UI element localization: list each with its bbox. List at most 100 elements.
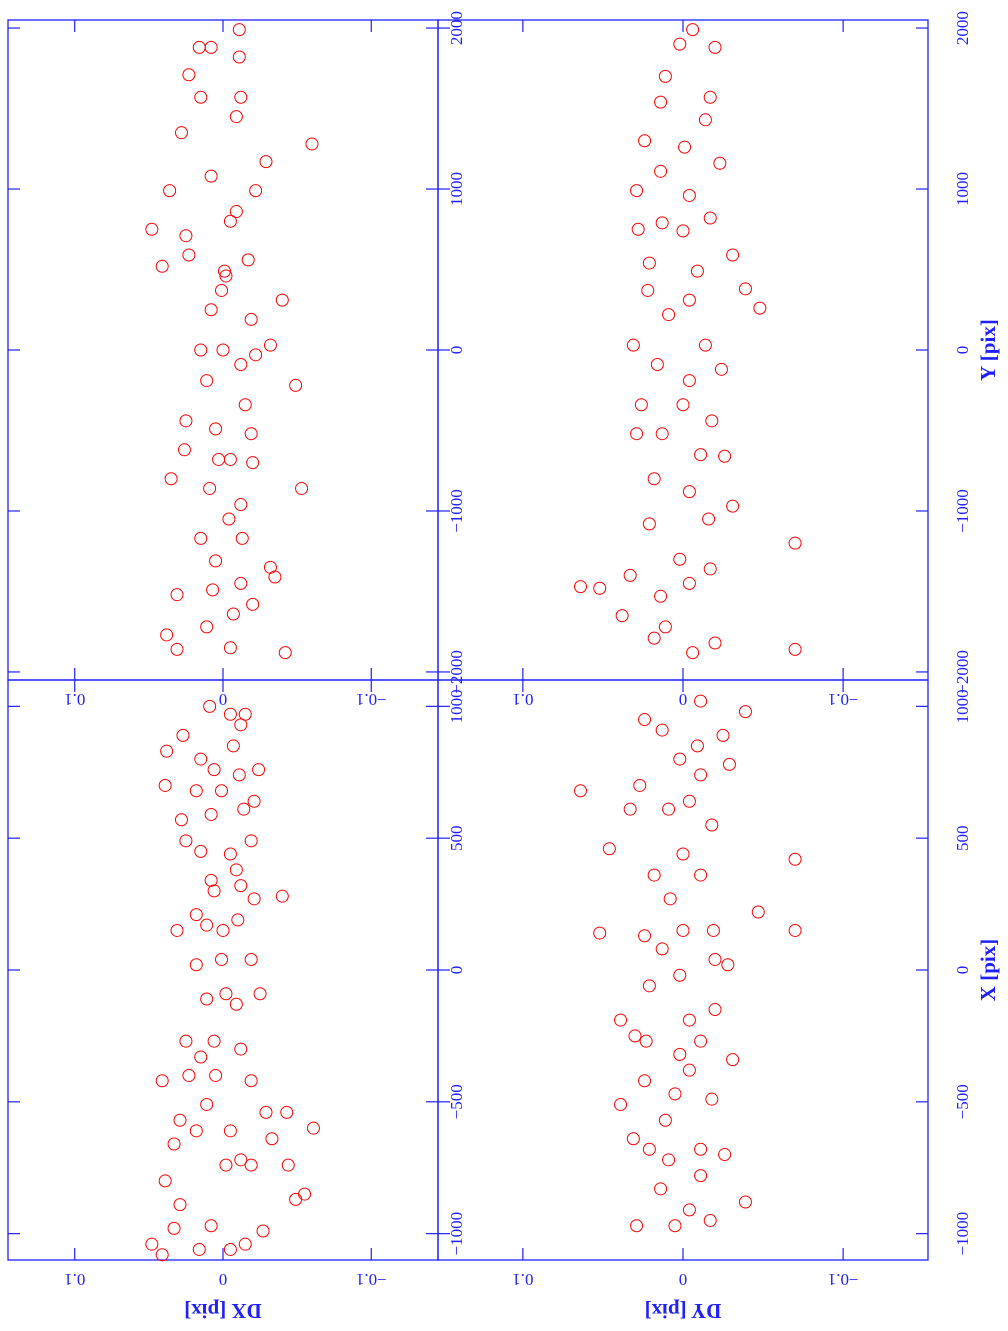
data-point xyxy=(204,303,218,317)
data-point xyxy=(686,646,700,660)
data-point xyxy=(247,794,261,808)
data-point xyxy=(630,1219,644,1233)
data-point xyxy=(170,642,184,656)
data-point xyxy=(207,884,221,898)
data-point xyxy=(662,308,676,322)
x-tick-label: −500 xyxy=(447,1084,466,1119)
data-point xyxy=(638,134,652,148)
data-point xyxy=(295,481,309,495)
data-point xyxy=(682,374,696,388)
data-point xyxy=(263,338,277,352)
data-point xyxy=(167,1221,181,1235)
data-point xyxy=(223,707,237,721)
data-point xyxy=(246,456,260,470)
data-point xyxy=(170,588,184,602)
data-point xyxy=(623,568,637,582)
panel-frame xyxy=(7,679,439,1261)
data-point xyxy=(194,90,208,104)
data-point xyxy=(160,744,174,758)
data-point xyxy=(698,113,712,127)
data-point xyxy=(223,847,237,861)
data-point xyxy=(642,517,656,531)
x-tick-label: 500 xyxy=(447,825,466,851)
data-point xyxy=(751,905,765,919)
y-tick-label: 0.1 xyxy=(512,1270,533,1289)
data-point xyxy=(628,1029,642,1043)
y-tick-label: 0.1 xyxy=(512,690,533,709)
data-point xyxy=(638,713,652,727)
data-point xyxy=(280,1105,294,1119)
data-point xyxy=(647,631,661,645)
data-point xyxy=(200,374,214,388)
data-point xyxy=(678,140,692,154)
data-point xyxy=(155,1248,169,1262)
data-point xyxy=(238,1237,252,1251)
x-tick-label: −500 xyxy=(953,1084,972,1119)
data-point xyxy=(647,868,661,882)
data-point xyxy=(232,50,246,64)
x-tick-label: 0 xyxy=(447,966,466,975)
y-tick-label: 0 xyxy=(679,1270,688,1289)
data-point xyxy=(673,968,687,982)
data-point xyxy=(574,784,588,798)
x-tick-label: −1000 xyxy=(447,489,466,533)
data-point xyxy=(753,301,767,315)
data-point xyxy=(234,498,248,512)
data-point xyxy=(662,802,676,816)
data-point xyxy=(642,256,656,270)
data-point xyxy=(305,137,319,151)
data-point xyxy=(703,562,717,576)
panel-frame xyxy=(437,19,929,681)
data-point xyxy=(219,987,233,1001)
data-point xyxy=(676,224,690,238)
data-point xyxy=(602,842,616,856)
data-point xyxy=(676,923,690,937)
y-tick-label: 0.1 xyxy=(64,1270,85,1289)
data-point xyxy=(200,992,214,1006)
data-point xyxy=(232,768,246,782)
data-point xyxy=(229,863,243,877)
data-point xyxy=(694,868,708,882)
data-point xyxy=(682,1013,696,1027)
data-point xyxy=(682,794,696,808)
data-point xyxy=(252,763,266,777)
data-point xyxy=(634,398,648,412)
x-tick-label: −1000 xyxy=(953,1212,972,1256)
data-point xyxy=(278,646,292,660)
data-point xyxy=(673,552,687,566)
data-point xyxy=(658,620,672,634)
data-point xyxy=(223,214,237,228)
x-tick-label: 1000 xyxy=(953,689,972,723)
x-tick-label: 1000 xyxy=(953,172,972,206)
y-tick-label: −0.1 xyxy=(356,1270,387,1289)
data-point xyxy=(244,1074,258,1088)
data-point xyxy=(182,68,196,82)
data-point xyxy=(726,1053,740,1067)
data-point xyxy=(234,1153,248,1167)
data-point xyxy=(673,37,687,51)
data-point xyxy=(708,636,722,650)
y-tick-label: 0.1 xyxy=(64,690,85,709)
data-point xyxy=(194,1050,208,1064)
data-point xyxy=(177,443,191,457)
data-point xyxy=(694,1169,708,1183)
data-point xyxy=(306,1121,320,1135)
data-point xyxy=(192,1242,206,1256)
data-point xyxy=(204,807,218,821)
data-point xyxy=(231,913,245,927)
data-point xyxy=(738,282,752,296)
data-point xyxy=(626,1132,640,1146)
data-point xyxy=(682,485,696,499)
data-point xyxy=(702,512,716,526)
data-point xyxy=(219,269,233,283)
data-point xyxy=(234,1042,248,1056)
data-point xyxy=(229,205,243,219)
data-point xyxy=(164,472,178,486)
data-point xyxy=(633,778,647,792)
data-point xyxy=(234,576,248,590)
data-point xyxy=(281,1158,295,1172)
data-point xyxy=(708,40,722,54)
data-point xyxy=(718,449,732,463)
data-point xyxy=(722,757,736,771)
